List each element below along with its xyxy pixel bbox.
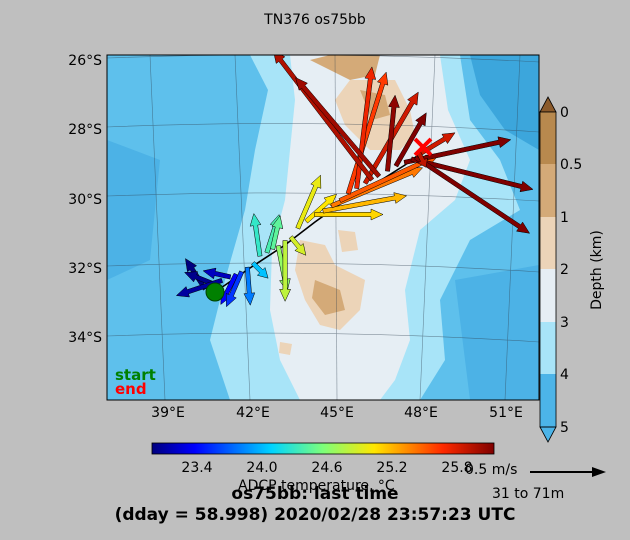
lon-tick-label: 51°E xyxy=(489,405,523,421)
map-area: start end xyxy=(107,55,539,400)
depth-band xyxy=(540,322,556,374)
shallow-region xyxy=(279,342,292,355)
depth-tick-label: 5 xyxy=(560,420,569,436)
lon-tick-label: 42°E xyxy=(236,405,270,421)
depth-tick-label: 1 xyxy=(560,210,569,226)
current-vector-arrow xyxy=(414,155,531,234)
graticule xyxy=(107,55,539,400)
footer-line-2: (dday = 58.998) 2020/02/28 23:57:23 UTC xyxy=(114,505,516,525)
depth-tick-label: 0 xyxy=(560,105,569,121)
map-frame xyxy=(106,54,540,401)
current-vector-arrow xyxy=(295,174,322,230)
temperature-colorbar-label: ADCP temperature, °C xyxy=(238,478,395,494)
depth-colorbar-label: Depth (km) xyxy=(589,230,605,310)
shallow-region xyxy=(338,230,358,252)
current-vector-arrow xyxy=(410,156,534,193)
depth-tick-label: 0.5 xyxy=(560,157,582,173)
depth-band xyxy=(540,217,556,269)
current-vector-arrow xyxy=(250,261,269,279)
depth-tick-label: 3 xyxy=(560,315,569,331)
temp-tick-label: 24.0 xyxy=(246,460,277,476)
footer-line-1: os75bb: last time xyxy=(231,484,399,504)
depth-tick-label: 4 xyxy=(560,367,569,383)
lon-tick-label: 39°E xyxy=(151,405,185,421)
start-marker xyxy=(205,282,225,302)
start-label: start xyxy=(115,366,156,384)
current-vector-arrow xyxy=(288,235,307,256)
current-vectors xyxy=(175,55,534,308)
shallow-region xyxy=(295,240,365,330)
deep-ocean-patch xyxy=(455,265,539,400)
current-vector-arrow xyxy=(202,267,232,280)
current-vector-arrow xyxy=(416,150,428,168)
end-label: end xyxy=(115,380,147,398)
current-vector-arrow xyxy=(249,212,263,257)
current-vector-arrow xyxy=(243,266,256,306)
temperature-gradient xyxy=(151,442,495,455)
current-vector-arrow xyxy=(295,77,382,179)
current-vector-arrow xyxy=(354,66,377,190)
depth-tick-label: 2 xyxy=(560,262,569,278)
current-vector-arrow xyxy=(393,112,427,168)
current-vector-arrow xyxy=(270,215,284,251)
reference-arrow xyxy=(530,467,606,477)
lat-tick-label: 30°S xyxy=(68,192,102,208)
temp-tick-label: 24.6 xyxy=(311,460,342,476)
depth-colorbar-cap-top xyxy=(539,96,557,113)
deep-ocean-patch xyxy=(107,140,160,280)
temp-tick-label: 25.8 xyxy=(441,460,472,476)
depth-colorbar-frame xyxy=(539,111,557,428)
current-vector-arrow xyxy=(304,193,338,224)
depth-band xyxy=(540,112,556,164)
lat-tick-label: 26°S xyxy=(68,53,102,69)
temp-tick-label: 23.4 xyxy=(181,460,212,476)
depth-band xyxy=(540,164,556,217)
deep-ocean-patch xyxy=(470,55,539,150)
reference-depth-range: 31 to 71m xyxy=(492,486,565,502)
temperature-colorbar: 23.4 24.0 24.6 25.2 25.8 xyxy=(151,442,495,476)
lat-tick-label: 28°S xyxy=(68,122,102,138)
plot-title: TN376 os75bb xyxy=(264,12,366,28)
current-vector-arrow xyxy=(279,240,291,302)
current-vector-arrow xyxy=(385,94,400,172)
end-marker xyxy=(413,137,433,157)
current-vector-arrow xyxy=(225,270,245,308)
reference-speed-label: 0.5 m/s xyxy=(465,462,518,478)
lat-tick-label: 32°S xyxy=(68,261,102,277)
depth-colorbar: 0 0.5 1 2 3 4 5 Depth (km) xyxy=(539,96,605,443)
shallow-region xyxy=(310,55,380,80)
lat-tick-label: 34°S xyxy=(68,330,102,346)
temp-tick-label: 25.2 xyxy=(376,460,407,476)
depth-band xyxy=(540,269,556,322)
lon-tick-label: 45°E xyxy=(320,405,354,421)
depth-colorbar-cap-bottom xyxy=(539,426,557,443)
depth-band xyxy=(540,374,556,427)
lon-tick-label: 48°E xyxy=(404,405,438,421)
current-vector-arrow xyxy=(345,71,389,195)
